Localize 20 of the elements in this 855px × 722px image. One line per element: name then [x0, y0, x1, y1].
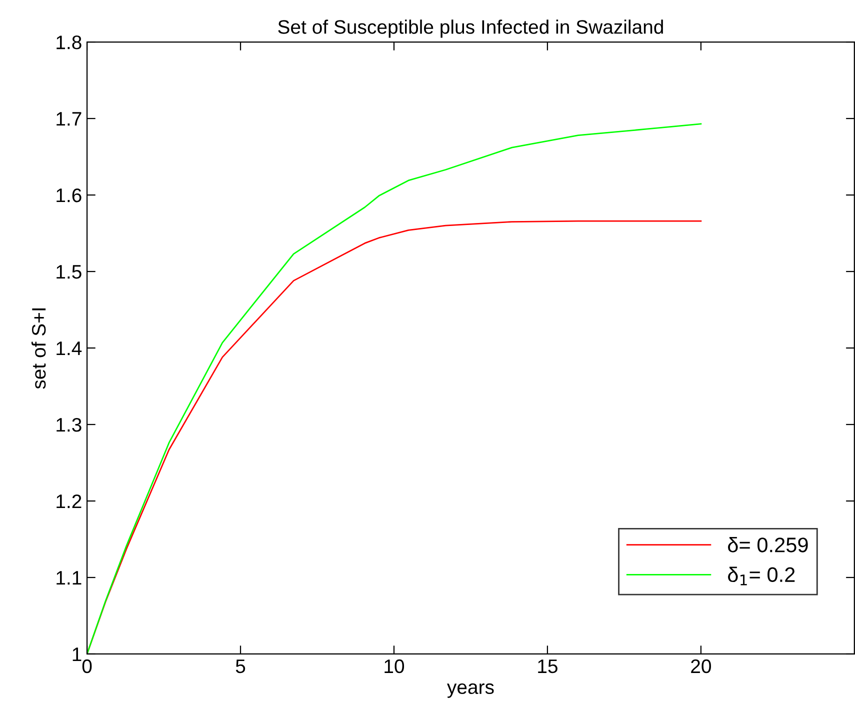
y-tick-label: 1.1 — [56, 571, 82, 585]
x-tick-label: 5 — [236, 660, 246, 674]
y-axis-title: set of S+I — [31, 308, 46, 389]
x-tick-label: 0 — [82, 659, 92, 674]
y-tick-label: 1 — [72, 648, 82, 662]
y-tick-label: 1.8 — [56, 35, 82, 50]
x-tick-label: 20 — [691, 659, 711, 674]
y-tick-label: 1.7 — [56, 112, 82, 126]
chart-title: Set of Susceptible plus Infected in Swaziland — [278, 20, 663, 38]
y-tick-label: 1.4 — [56, 342, 82, 356]
y-tick-label: 1.5 — [56, 265, 82, 279]
legend-label: δ= 0.259 — [728, 537, 808, 552]
legend-label: δ$_{1}$= 0.2 — [728, 566, 795, 586]
x-axis-title: years — [446, 683, 494, 698]
y-tick-label: 1.2 — [56, 494, 82, 508]
y-tick-label: 1.6 — [56, 188, 82, 202]
line-series — [87, 123, 702, 654]
x-tick-label: 15 — [538, 660, 558, 674]
y-tick-label: 1.3 — [56, 418, 82, 432]
x-tick-label: 10 — [384, 659, 404, 674]
